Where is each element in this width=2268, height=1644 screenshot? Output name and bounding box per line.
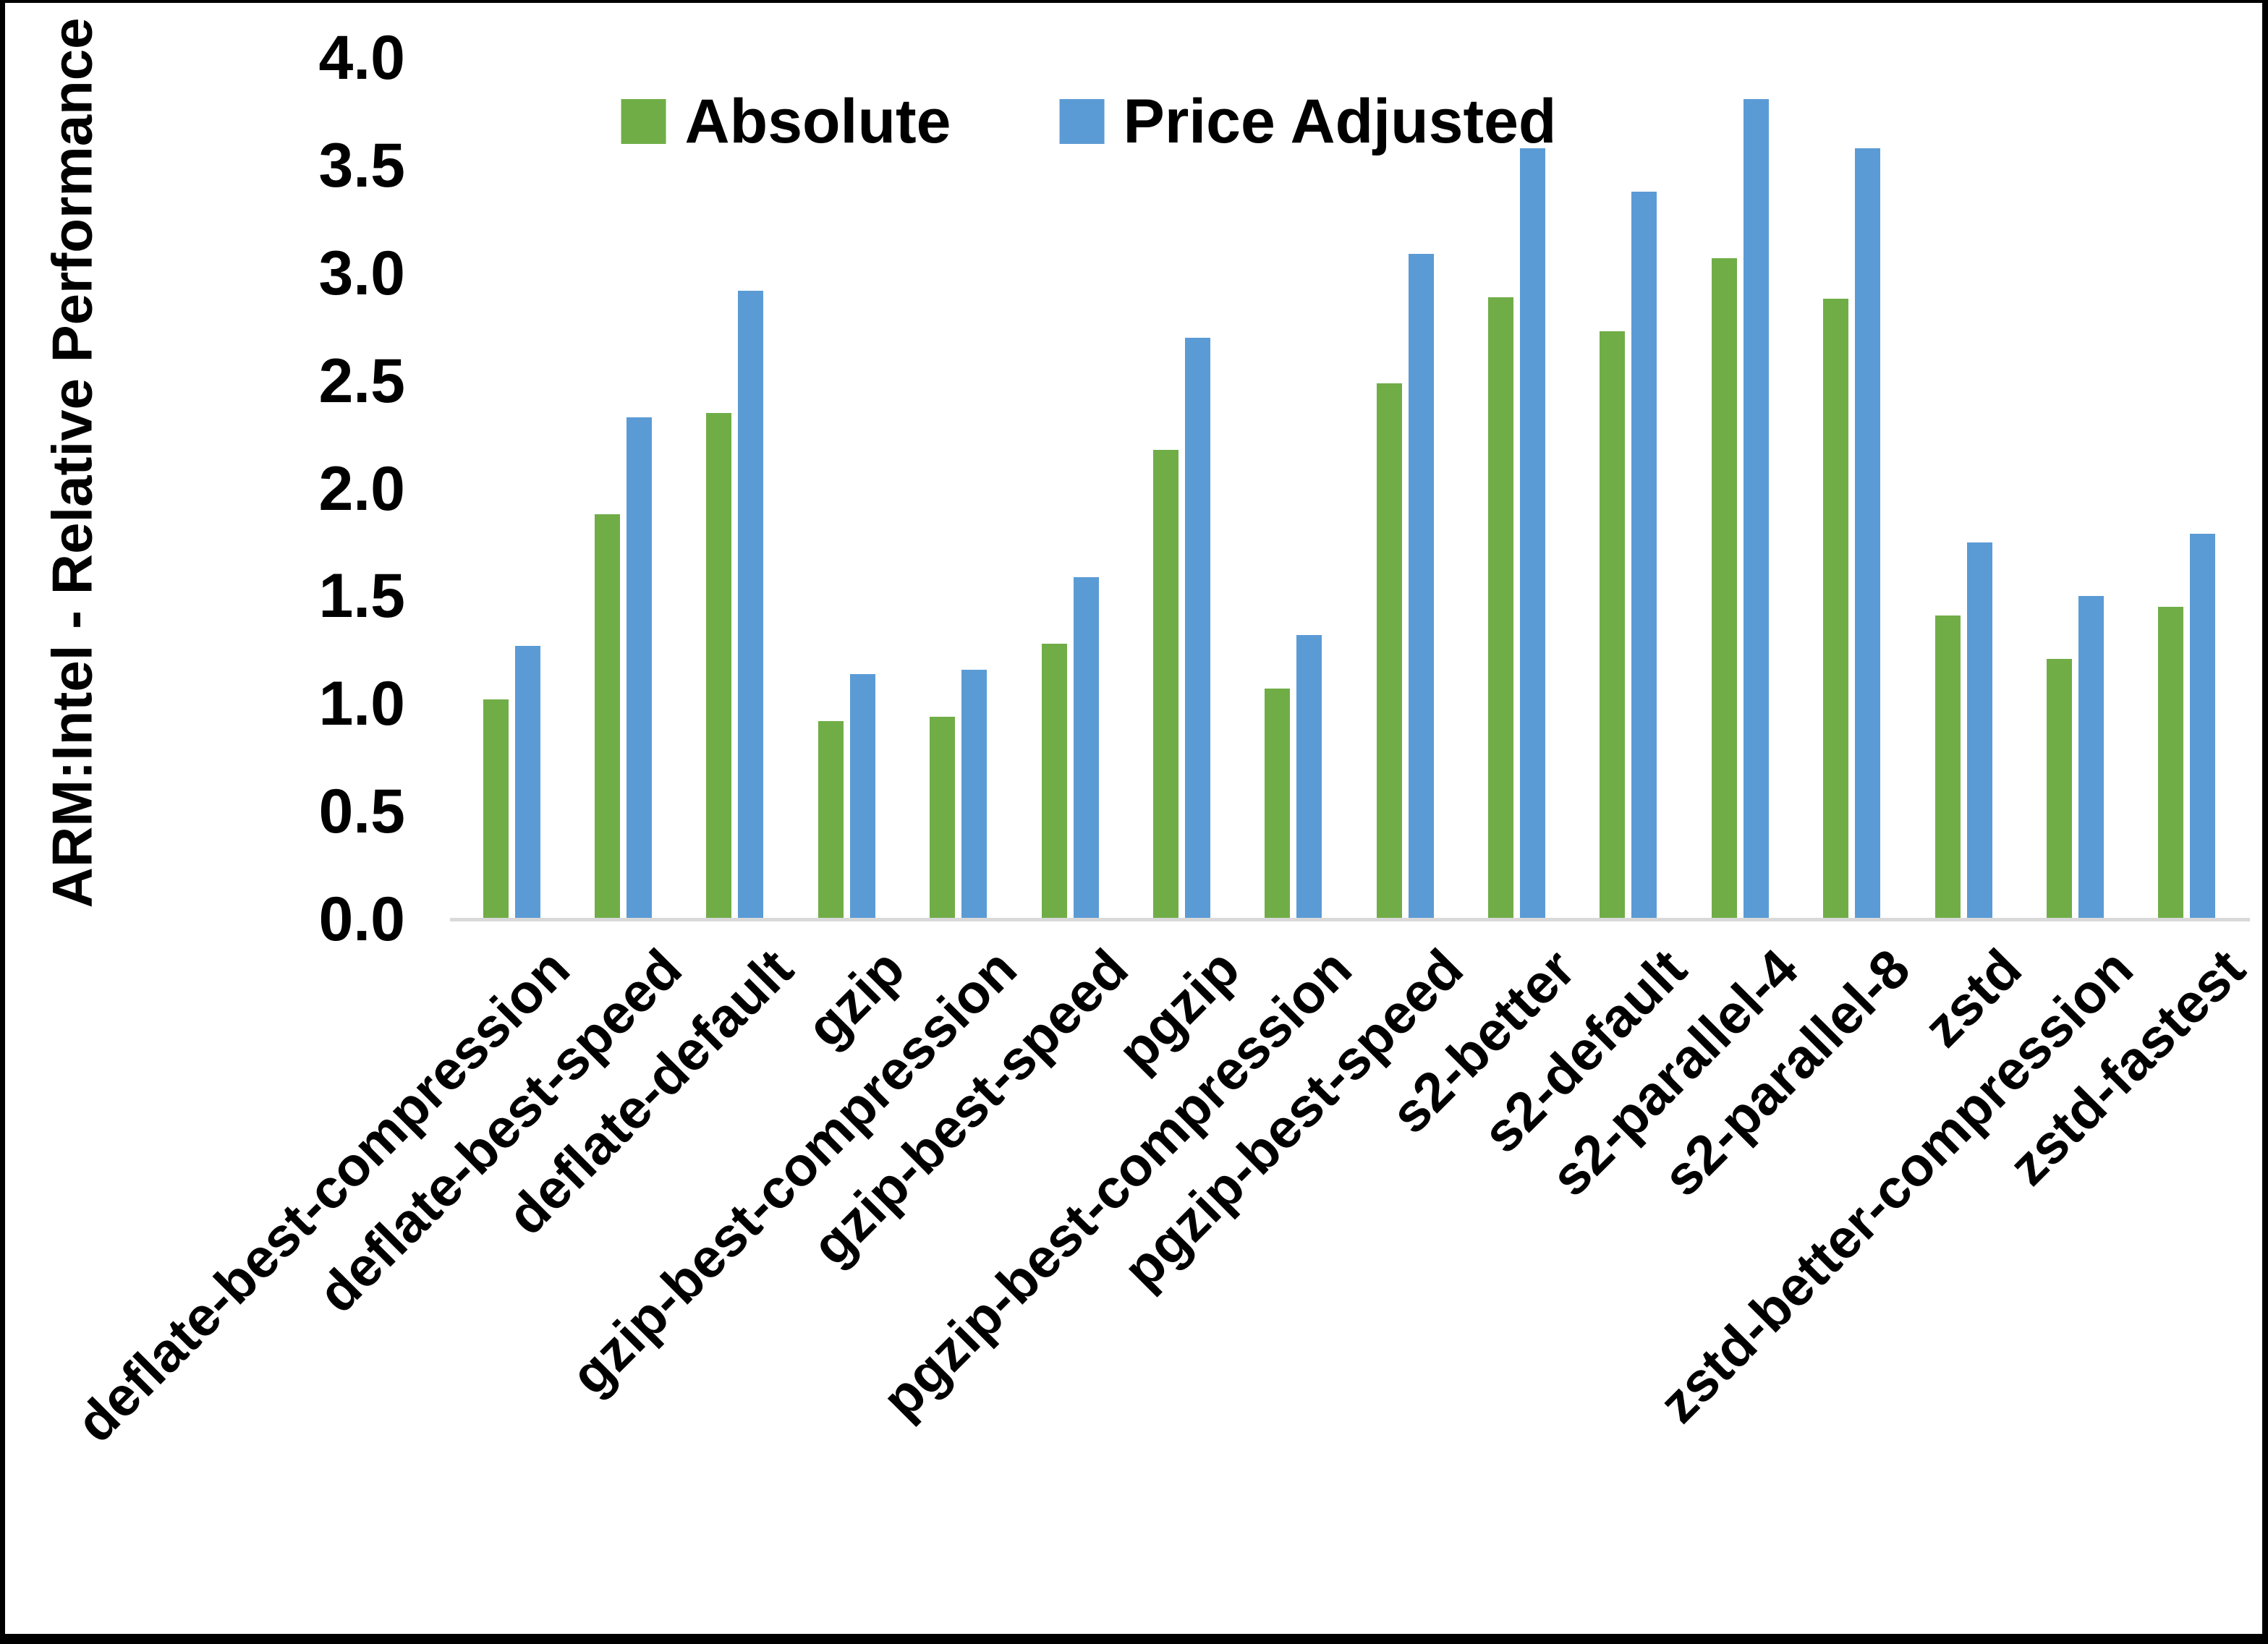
bar-zstd-fastest-absolute — [2158, 607, 2184, 919]
bar-deflate-default-price-adjusted — [738, 290, 764, 919]
bar-pgzip-best-speed-absolute — [1376, 383, 1402, 919]
bar-deflate-best-compression-absolute — [483, 699, 509, 919]
bar-zstd-fastest-price-adjusted — [2190, 534, 2216, 919]
bar-deflate-best-compression-price-adjusted — [514, 645, 540, 919]
bar-pgzip-best-compression-price-adjusted — [1296, 634, 1322, 919]
bar-s2-default-price-adjusted — [1631, 191, 1657, 919]
legend-label: Absolute — [684, 87, 951, 156]
bar-deflate-default-absolute — [706, 413, 732, 919]
bar-s2-parallel-8-absolute — [1823, 299, 1849, 919]
bar-gzip-best-compression-absolute — [930, 717, 956, 919]
bar-s2-parallel-4-price-adjusted — [1743, 98, 1769, 919]
bar-zstd-absolute — [1934, 616, 1961, 919]
bar-gzip-best-compression-price-adjusted — [961, 669, 988, 919]
y-tick-label: 2.0 — [318, 453, 405, 524]
legend: Absolute Price Adjusted — [621, 90, 1556, 153]
y-tick-label: 0.5 — [318, 777, 405, 847]
bar-zstd-better-compression-price-adjusted — [2078, 596, 2104, 919]
bar-deflate-best-speed-price-adjusted — [627, 417, 653, 919]
bar-pgzip-best-speed-price-adjusted — [1408, 253, 1434, 919]
bar-s2-better-price-adjusted — [1520, 148, 1546, 919]
y-tick-label: 4.0 — [318, 23, 405, 93]
bar-gzip-best-speed-price-adjusted — [1073, 576, 1099, 919]
bar-pgzip-price-adjusted — [1184, 338, 1210, 919]
legend-item-price-adjusted: Price Adjusted — [1059, 90, 1556, 153]
bar-zstd-better-compression-absolute — [2046, 658, 2072, 919]
x-axis-line — [450, 918, 2250, 921]
bar-gzip-price-adjusted — [849, 673, 875, 919]
bar-deflate-best-speed-absolute — [595, 514, 621, 919]
bar-s2-better-absolute — [1488, 297, 1514, 919]
y-tick-label: 3.5 — [318, 130, 405, 200]
y-tick-label: 0.0 — [318, 885, 405, 954]
y-axis-title: ARM:Intel - Relative Performance — [40, 17, 104, 908]
bar-gzip-absolute — [817, 721, 844, 919]
y-tick-label: 1.5 — [318, 561, 405, 631]
bar-pgzip-best-compression-absolute — [1265, 689, 1291, 919]
bar-s2-parallel-4-absolute — [1711, 257, 1737, 919]
legend-swatch-icon — [1059, 99, 1105, 144]
bar-pgzip-absolute — [1152, 449, 1178, 919]
legend-swatch-icon — [621, 99, 666, 144]
y-tick-label: 3.0 — [318, 238, 405, 308]
bar-gzip-best-speed-absolute — [1041, 643, 1067, 919]
bar-s2-default-absolute — [1600, 331, 1626, 919]
y-tick-label: 1.0 — [318, 669, 405, 739]
y-tick-label: 2.5 — [318, 346, 405, 416]
bar-s2-parallel-8-price-adjusted — [1855, 148, 1881, 919]
bar-zstd-price-adjusted — [1966, 542, 1992, 919]
legend-item-absolute: Absolute — [621, 90, 951, 153]
legend-label: Price Adjusted — [1123, 87, 1557, 156]
